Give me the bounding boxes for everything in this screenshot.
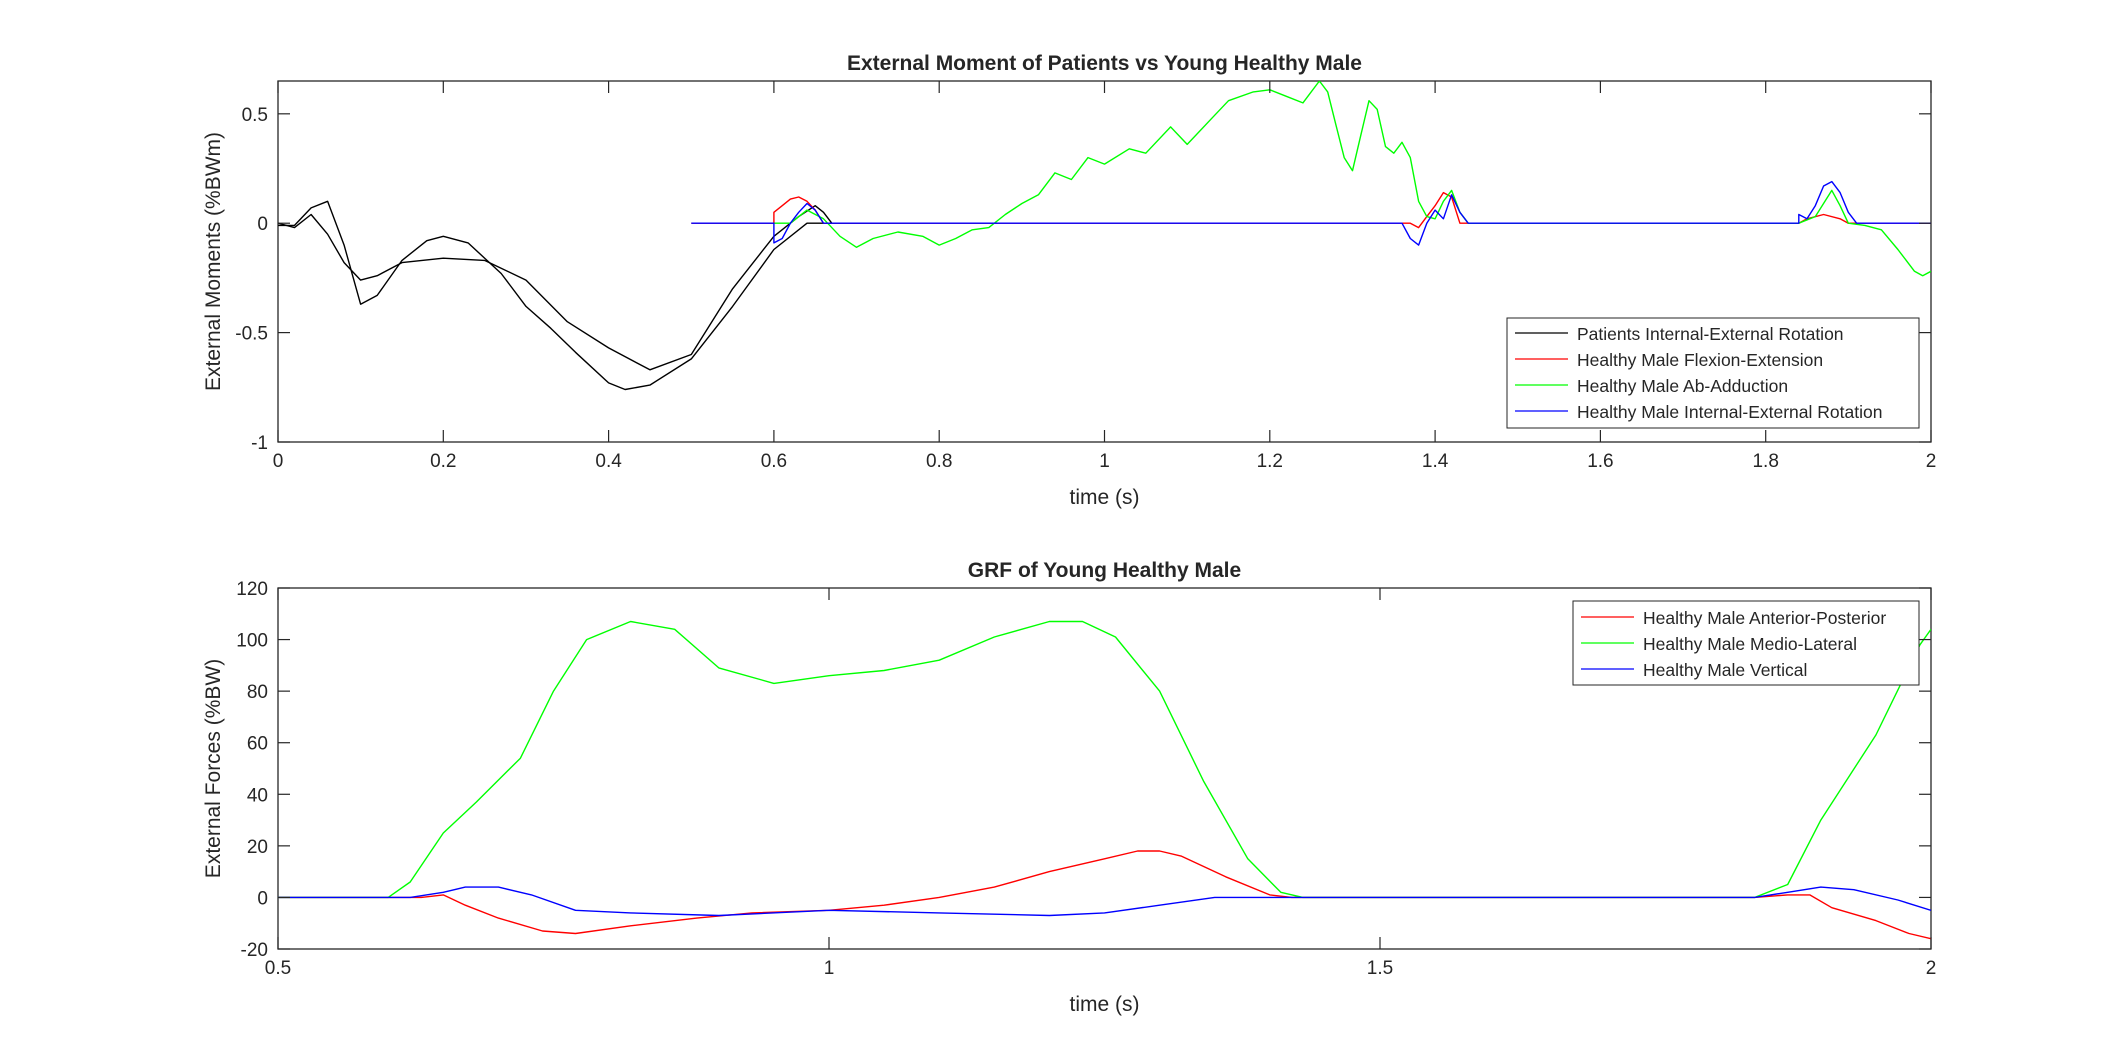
moment-series-line-1 <box>278 200 890 391</box>
grf-y-tick-label: 80 <box>247 682 268 703</box>
moment-x-tick-label: 1 <box>1099 451 1110 472</box>
grf-y-ticks: -20 0 20 40 60 80 100 120 <box>236 579 1931 961</box>
moment-x-axis-label: time (s) <box>1070 486 1140 509</box>
moment-chart-title: External Moment of Patients vs Young Hea… <box>847 52 1362 75</box>
grf-x-ticks: 0.5 1 1.5 2 <box>265 588 1937 979</box>
grf-x-tick-label: 1 <box>824 958 835 979</box>
moment-axes: External Moment of Patients vs Young Hea… <box>202 52 1936 509</box>
grf-y-tick-label: 60 <box>247 734 268 755</box>
legend-label-anterior-posterior: Healthy Male Anterior-Posterior <box>1643 608 1886 628</box>
moment-x-tick-label: 1.2 <box>1257 451 1283 472</box>
legend-label-flexion-extension: Healthy Male Flexion-Extension <box>1577 350 1823 370</box>
grf-x-tick-label: 1.5 <box>1367 958 1393 979</box>
moment-y-tick-label: 0 <box>257 214 268 235</box>
grf-series-line-1 <box>278 620 1931 899</box>
legend-label-medio-lateral: Healthy Male Medio-Lateral <box>1643 634 1857 654</box>
grf-y-tick-label: 0 <box>257 888 268 909</box>
legend-label-healthy-rotation: Healthy Male Internal-External Rotation <box>1577 402 1882 422</box>
grf-x-tick-label: 0.5 <box>265 958 291 979</box>
moment-y-tick-label: 0.5 <box>242 105 268 126</box>
moment-x-tick-label: 1.8 <box>1752 451 1778 472</box>
moment-x-tick-label: 0.8 <box>926 451 952 472</box>
grf-y-tick-label: 100 <box>236 631 268 652</box>
legend-label-vertical: Healthy Male Vertical <box>1643 660 1807 680</box>
legend-label-patients-rotation: Patients Internal-External Rotation <box>1577 324 1844 344</box>
moment-y-axis-label: External Moments (%BWm) <box>202 132 225 391</box>
grf-x-axis-label: time (s) <box>1070 993 1140 1016</box>
grf-chart-title: GRF of Young Healthy Male <box>968 559 1241 582</box>
grf-series-line-0 <box>278 850 1931 940</box>
moment-legend-box <box>1506 317 1920 429</box>
moment-x-tick-label: 1.6 <box>1587 451 1613 472</box>
grf-legend: Healthy Male Anterior-Posterior Healthy … <box>1572 600 1920 686</box>
grf-y-tick-label: 120 <box>236 579 268 600</box>
moment-legend: Patients Internal-External Rotation Heal… <box>1506 317 1920 429</box>
moment-data-series <box>278 81 1931 391</box>
moment-y-tick-label: -0.5 <box>235 324 268 345</box>
grf-y-axis-label: External Forces (%BW) <box>202 659 225 878</box>
grf-series-line-2 <box>278 886 1931 917</box>
moment-x-tick-label: 0.6 <box>761 451 787 472</box>
grf-y-tick-label: -20 <box>241 940 268 961</box>
moment-y-ticks: -1 -0.5 0 0.5 <box>235 105 1931 454</box>
moment-y-tick-label: -1 <box>251 433 268 454</box>
grf-axes: GRF of Young Healthy Male 0.5 1 1.5 2 -20 0 2… <box>202 559 1936 1016</box>
moment-series-line-4 <box>691 180 1931 246</box>
grf-data-series <box>278 620 1931 940</box>
moment-x-ticks: 0 0.2 0.4 0.6 0.8 1 1.2 1.4 1.6 1.8 2 <box>273 81 1937 472</box>
grf-x-tick-label: 2 <box>1926 958 1937 979</box>
moment-x-tick-label: 0 <box>273 451 284 472</box>
moment-x-tick-label: 2 <box>1926 451 1937 472</box>
grf-y-tick-label: 20 <box>247 837 268 858</box>
moment-x-tick-label: 0.2 <box>430 451 456 472</box>
moment-x-tick-label: 0.4 <box>595 451 622 472</box>
grf-y-tick-label: 40 <box>247 785 268 806</box>
moment-series-line-3 <box>773 81 1931 277</box>
legend-label-ab-adduction: Healthy Male Ab-Adduction <box>1577 376 1788 396</box>
moment-x-tick-label: 1.4 <box>1422 451 1449 472</box>
